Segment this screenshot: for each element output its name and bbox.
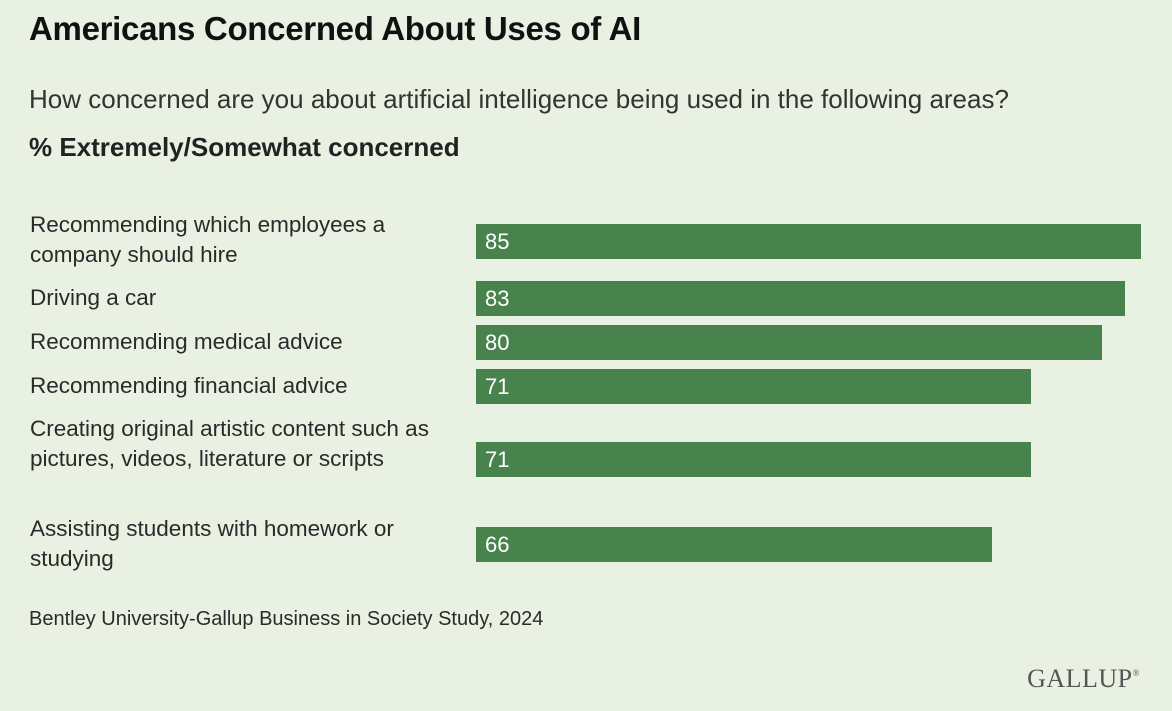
bar-value-label: 80	[485, 330, 510, 355]
gallup-logo: GALLUP®	[1027, 664, 1140, 694]
category-label: Recommending which employees a company s…	[30, 212, 386, 267]
category-label: Recommending medical advice	[30, 329, 343, 354]
bar: 71	[476, 369, 1031, 404]
bar-value-label: 71	[485, 447, 510, 472]
category-label: Driving a car	[30, 285, 157, 310]
bar: 80	[476, 325, 1102, 360]
bar-value-label: 71	[485, 374, 510, 399]
source-note: Bentley University-Gallup Business in So…	[29, 608, 544, 630]
bar-value-label: 83	[485, 286, 510, 311]
category-label: Creating original artistic content such …	[30, 416, 429, 471]
logo-text: GALLUP	[1027, 664, 1133, 693]
bar: 85	[476, 224, 1141, 259]
category-label: Recommending financial advice	[30, 373, 348, 398]
bar: 71	[476, 442, 1031, 477]
bar: 83	[476, 281, 1125, 316]
measure-label: % Extremely/Somewhat concerned	[29, 132, 460, 162]
chart-subtitle: How concerned are you about artificial i…	[29, 84, 1009, 114]
category-label: Assisting students with homework or stud…	[30, 516, 394, 571]
chart-title: Americans Concerned About Uses of AI	[29, 10, 642, 47]
bar: 66	[476, 527, 992, 562]
bar-value-label: 85	[485, 229, 510, 254]
registered-mark: ®	[1132, 668, 1140, 678]
bar-value-label: 66	[485, 532, 510, 557]
